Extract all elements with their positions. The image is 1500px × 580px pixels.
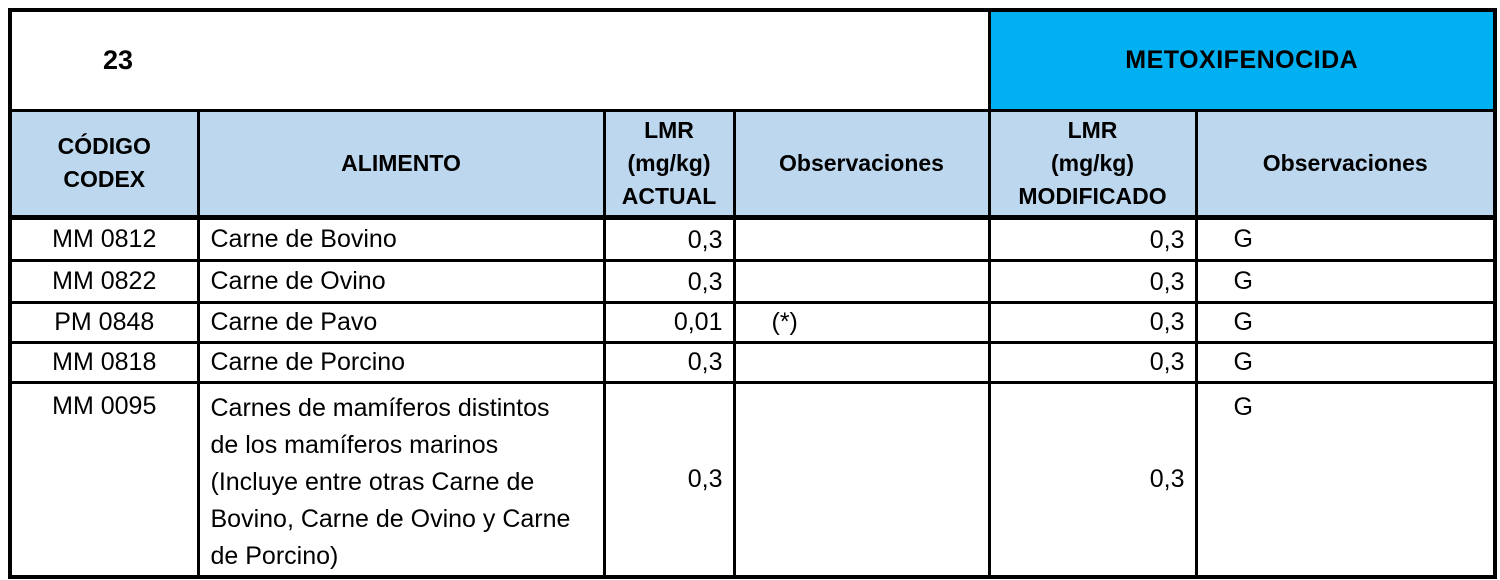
cell-lmr-actual: 0,3 <box>602 340 736 384</box>
cell-alimento: Carnes de mamíferos distintos de los mam… <box>196 380 606 578</box>
cell-codigo-codex: MM 0818 <box>8 340 200 384</box>
table-row: MM 0095 Carnes de mamíferos distintos de … <box>8 380 1497 578</box>
cell-codigo-codex: MM 0812 <box>8 215 200 262</box>
table-row: PM 0848 Carne de Pavo 0,01 (*) 0,3 G <box>8 300 1497 344</box>
cell-observaciones-actual <box>732 340 991 384</box>
cell-lmr-actual: 0,3 <box>602 380 736 578</box>
col-header-codigo-codex: CÓDIGO CODEX <box>8 108 200 220</box>
cell-lmr-modificado: 0,3 <box>987 380 1198 578</box>
cell-observaciones-modificado: G <box>1194 258 1497 304</box>
cell-alimento: Carne de Ovino <box>196 258 606 304</box>
cell-observaciones-modificado: G <box>1194 215 1497 262</box>
cell-lmr-modificado: 0,3 <box>987 300 1198 344</box>
col-header-alimento: ALIMENTO <box>196 108 606 220</box>
cell-lmr-actual: 0,3 <box>602 258 736 304</box>
table-body: MM 0812 Carne de Bovino 0,3 0,3 G MM 0822 Carn… <box>8 215 1497 578</box>
cell-codigo-codex: MM 0822 <box>8 258 200 304</box>
cell-observaciones-modificado: G <box>1194 380 1497 578</box>
cell-lmr-modificado: 0,3 <box>987 215 1198 262</box>
cell-codigo-codex: PM 0848 <box>8 300 200 344</box>
table-row: MM 0812 Carne de Bovino 0,3 0,3 G <box>8 215 1497 262</box>
table-row: MM 0822 Carne de Ovino 0,3 0,3 G <box>8 258 1497 304</box>
cell-observaciones-modificado: G <box>1194 340 1497 384</box>
cell-observaciones-actual <box>732 215 991 262</box>
cell-alimento: Carne de Pavo <box>196 300 606 344</box>
cell-observaciones-actual <box>732 258 991 304</box>
lmr-table: 23 METOXIFENOCIDA CÓDIGO CODEX ALIMENTO … <box>8 8 1498 579</box>
col-header-lmr-actual: LMR (mg/kg) ACTUAL <box>602 108 736 220</box>
cell-lmr-actual: 0,3 <box>602 215 736 262</box>
cell-observaciones-modificado: G <box>1194 300 1497 344</box>
cell-alimento: Carne de Porcino <box>196 340 606 384</box>
col-header-lmr-modificado: LMR (mg/kg) MODIFICADO <box>987 108 1198 220</box>
title-band-row: 23 METOXIFENOCIDA <box>8 8 1497 112</box>
cell-lmr-modificado: 0,3 <box>987 340 1198 384</box>
cell-alimento: Carne de Bovino <box>196 215 606 262</box>
cell-observaciones-actual: (*) <box>732 300 991 344</box>
col-header-observaciones-actual: Observaciones <box>732 108 991 220</box>
table-header-row: CÓDIGO CODEX ALIMENTO LMR (mg/kg) ACTUAL… <box>8 108 1497 220</box>
cell-observaciones-actual <box>732 380 991 578</box>
substance-banner: METOXIFENOCIDA <box>987 8 1497 112</box>
cell-codigo-codex: MM 0095 <box>8 380 200 578</box>
table-row: MM 0818 Carne de Porcino 0,3 0,3 G <box>8 340 1497 384</box>
col-header-observaciones-modificado: Observaciones <box>1194 108 1497 220</box>
cell-lmr-modificado: 0,3 <box>987 258 1198 304</box>
cell-lmr-actual: 0,01 <box>602 300 736 344</box>
page-number-cell: 23 <box>8 8 991 112</box>
page-number: 23 <box>102 44 134 75</box>
